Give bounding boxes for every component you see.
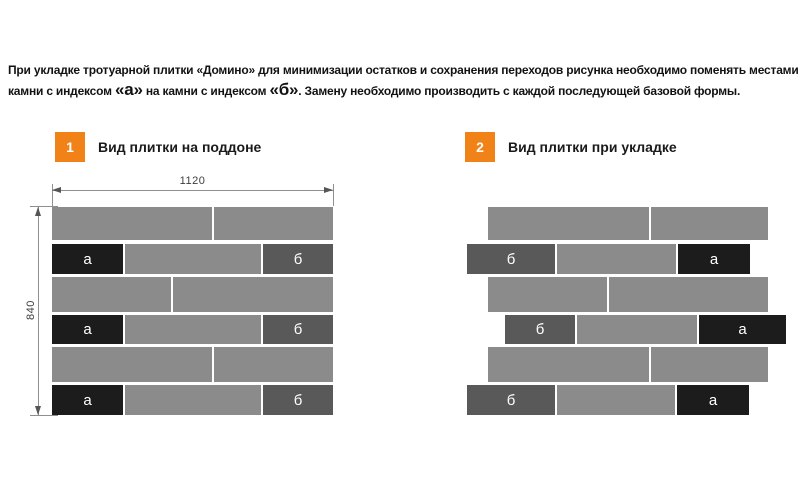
tile-row	[488, 207, 768, 240]
tile-plain	[488, 347, 649, 382]
tile-plain	[557, 244, 676, 274]
dimension-arrow-icon	[35, 406, 41, 415]
tile-row	[52, 347, 333, 382]
tile-plain	[125, 315, 261, 344]
intro-paragraph: При укладке тротуарной плитки «Домино» д…	[8, 60, 799, 101]
section-1-title: Вид плитки на поддоне	[98, 139, 262, 155]
tile-row	[488, 347, 768, 382]
tile-plain	[577, 315, 697, 344]
tile-index-a: а	[677, 385, 749, 415]
section-2-number-badge: 2	[465, 132, 495, 162]
intro-line-1: При укладке тротуарной плитки «Домино» д…	[8, 63, 799, 77]
tile-index-a: а	[52, 244, 123, 274]
tile-index-a: а	[699, 315, 786, 344]
tile-plain	[609, 277, 768, 312]
section-1-number-badge: 1	[55, 132, 85, 162]
dimension-extension-line	[333, 184, 334, 206]
tile-index-a: а	[52, 315, 123, 344]
intro-line2-part3: . Замену необходимо производить с каждой…	[298, 84, 741, 98]
section-2-title: Вид плитки при укладке	[508, 139, 677, 155]
tile-plain	[488, 277, 607, 312]
tile-plain	[52, 277, 171, 312]
tile-index-a: а	[52, 385, 123, 415]
dimension-arrow-icon	[35, 207, 41, 216]
dimension-width-label: 1120	[179, 175, 206, 187]
tile-index-b: б	[263, 315, 333, 344]
tile-plain	[52, 207, 212, 240]
intro-line-2: камни с индексом «а» на камни с индексом…	[8, 80, 794, 101]
dimension-arrow-icon	[324, 187, 333, 193]
index-a-highlight: «а»	[114, 80, 143, 99]
dimension-width-line	[52, 190, 333, 191]
tile-plain	[214, 347, 333, 382]
tile-index-b: б	[467, 385, 555, 415]
dimension-height-label: 840	[25, 300, 37, 320]
tile-index-b: б	[263, 244, 333, 274]
tile-plain	[651, 347, 768, 382]
tile-plain	[125, 385, 261, 415]
dimension-extension-line	[30, 206, 58, 207]
intro-line2-part1: камни с индексом	[8, 84, 115, 98]
tile-plain	[52, 347, 212, 382]
dimension-height-line	[38, 207, 39, 415]
tile-plain	[557, 385, 675, 415]
tile-plain	[125, 244, 261, 274]
tile-index-b: б	[505, 315, 575, 344]
tile-index-a: а	[678, 244, 750, 274]
dimension-extension-line	[52, 184, 53, 206]
intro-line2-part2: на камни с индексом	[142, 84, 270, 98]
tile-plain	[488, 207, 649, 240]
tile-row	[52, 277, 333, 312]
tile-index-b: б	[263, 385, 333, 415]
dimension-arrow-icon	[52, 187, 61, 193]
tile-plain	[214, 207, 333, 240]
tile-plain	[173, 277, 333, 312]
tile-row	[52, 207, 333, 240]
dimension-extension-line	[30, 415, 58, 416]
tile-row	[488, 277, 768, 312]
tile-plain	[651, 207, 768, 240]
tile-index-b: б	[467, 244, 555, 274]
index-b-highlight: «б»	[269, 80, 299, 99]
